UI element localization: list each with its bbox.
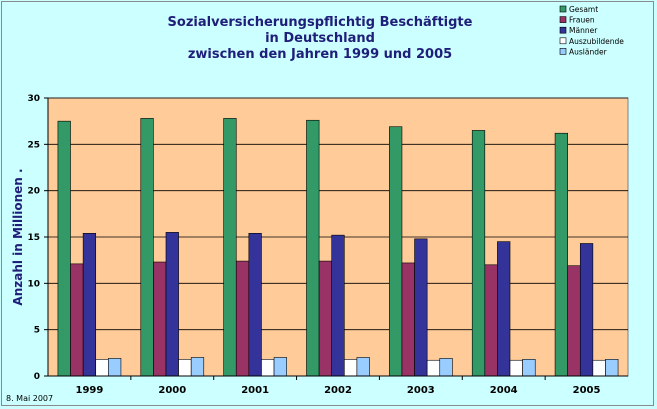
x-tick-label: 2002 (324, 385, 352, 396)
bar-auszubildende-2000 (178, 359, 192, 377)
legend-label: Gesamt (569, 5, 598, 14)
x-tick-labels: 1999 2000 2001 2002 2003 2004 2005 (76, 385, 601, 396)
y-tick-label: 30 (27, 94, 40, 104)
footer-date: 8. Mai 2007 (6, 394, 53, 403)
legend-label: Auszubildende (569, 37, 624, 46)
x-tick-label: 2000 (158, 385, 186, 396)
legend-label: Männer (569, 26, 598, 35)
bar-gesamt-2001 (223, 118, 237, 377)
bar-gesamt-2004 (471, 130, 486, 377)
bar-ausländer-2004 (522, 359, 536, 377)
bar-auszubildende-1999 (95, 359, 109, 377)
legend-swatch-gesamt (559, 5, 567, 13)
bar-männer-1999 (82, 232, 97, 377)
bar-männer-2004 (497, 241, 511, 377)
legend-swatch-männer (559, 26, 567, 34)
x-tick-label: 1999 (76, 385, 104, 396)
bar-männer-2001 (248, 232, 262, 377)
y-tick-label: 20 (27, 187, 40, 197)
title-line-1: Sozialversicherungspflichtig Beschäftigt… (168, 15, 473, 30)
title-line-2: in Deutschland (265, 31, 375, 46)
legend-label: Ausländer (569, 47, 608, 56)
x-tick-label: 2003 (407, 385, 435, 396)
y-tick-labels: 0 5 10 15 20 25 30 (27, 94, 40, 382)
x-tick-label: 2001 (241, 385, 269, 396)
bar-männer-2005 (579, 243, 594, 377)
bar-auszubildende-2005 (592, 359, 606, 377)
legend-swatch-ausländer (559, 48, 567, 55)
bar-frauen-1999 (70, 263, 84, 377)
y-tick-label: 0 (34, 372, 40, 382)
legend-swatch-frauen (559, 16, 567, 23)
bar-ausländer-2003 (439, 358, 453, 377)
axes (47, 98, 628, 380)
y-tick-label: 15 (27, 233, 40, 243)
bar-männer-2000 (165, 232, 179, 377)
title-line-3: zwischen den Jahren 1999 und 2005 (188, 47, 452, 62)
bar-auszubildende-2001 (261, 359, 275, 377)
legend-label: Frauen (569, 16, 595, 25)
bar-ausländer-2001 (273, 357, 287, 377)
bars (57, 118, 619, 377)
y-tick-label: 10 (27, 279, 40, 289)
bar-frauen-2003 (401, 262, 415, 377)
bar-frauen-2005 (567, 265, 581, 377)
x-tick-label: 2004 (490, 385, 518, 396)
bar-ausländer-2005 (605, 359, 619, 377)
bar-ausländer-2000 (190, 357, 205, 377)
bar-frauen-2001 (235, 260, 250, 377)
bar-gesamt-2000 (140, 118, 154, 377)
bar-frauen-2004 (484, 264, 498, 377)
y-axis-label: Anzahl in Millionen . (11, 168, 25, 305)
bar-ausländer-2002 (356, 357, 370, 377)
legend-swatch-auszubildende (559, 37, 567, 45)
bar-männer-2003 (414, 238, 428, 377)
bar-ausländer-1999 (108, 358, 122, 377)
y-tick-label: 5 (34, 326, 40, 336)
bar-gesamt-2005 (554, 132, 568, 377)
bar-gesamt-2003 (389, 126, 403, 377)
x-tick-label: 2005 (573, 385, 601, 396)
bar-frauen-2002 (318, 260, 333, 377)
y-tick-label: 25 (27, 140, 40, 150)
bar-auszubildende-2004 (509, 359, 523, 377)
bar-gesamt-2002 (306, 119, 320, 377)
bar-frauen-2000 (153, 261, 167, 377)
bar-auszubildende-2003 (426, 359, 441, 377)
bar-männer-2002 (331, 234, 345, 377)
bar-auszubildende-2002 (343, 359, 358, 377)
bar-gesamt-1999 (57, 120, 71, 377)
chart-title: Sozialversicherungspflichtig Beschäftigt… (168, 15, 473, 62)
